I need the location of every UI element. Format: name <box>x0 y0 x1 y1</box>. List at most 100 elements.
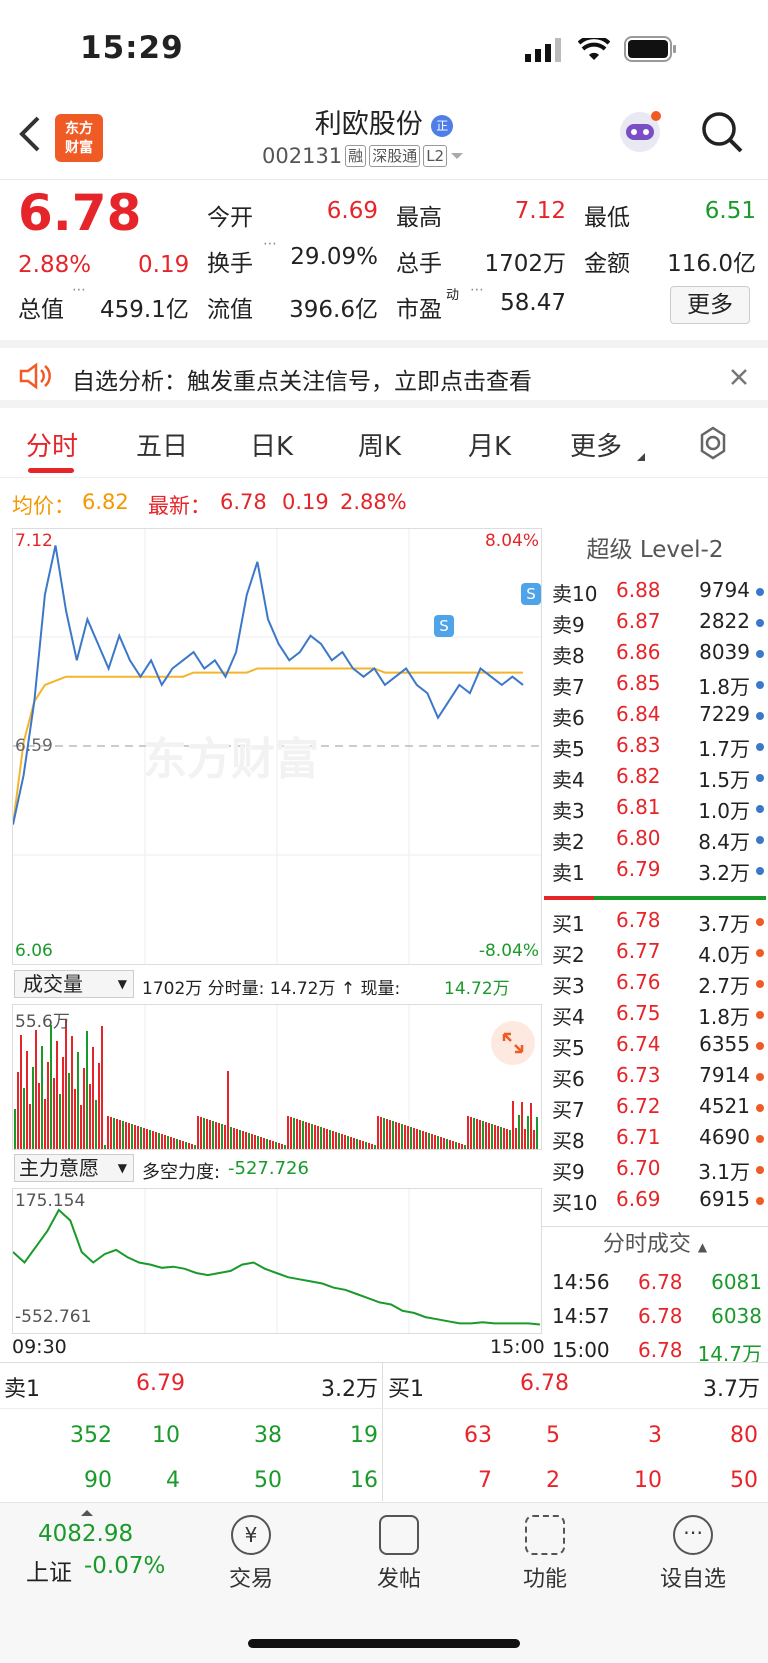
tab-daily[interactable]: 日K <box>250 432 294 462</box>
dot-icon <box>756 867 764 875</box>
buy-level: 买10 <box>552 1191 598 1215</box>
order-queue-cell: 63 <box>464 1423 492 1448</box>
tab-weekly[interactable]: 周K <box>358 432 402 462</box>
index-label[interactable]: 上证 <box>26 1560 72 1586</box>
time-end-label: 15:00 <box>490 1336 545 1358</box>
yen-icon: ¥ <box>231 1515 271 1555</box>
tab-functions[interactable]: 功能 <box>490 1515 600 1593</box>
sell-row[interactable]: 卖5 6.83 1.7万 <box>552 733 768 764</box>
index-value[interactable]: 4082.98 <box>38 1521 134 1547</box>
tab-add-watchlist-label: 设自选 <box>659 1567 726 1592</box>
volume-bar <box>188 1143 190 1149</box>
flow-indicator-select[interactable]: 主力意愿 ▼ <box>14 1154 134 1182</box>
red-divider <box>544 896 594 900</box>
tab-add-watchlist[interactable]: ⋯ 设自选 <box>638 1515 748 1593</box>
tab-post[interactable]: 发帖 <box>344 1515 454 1593</box>
buy-row[interactable]: 买9 6.70 3.1万 <box>552 1156 768 1187</box>
info-icon[interactable]: ⋯ <box>470 282 484 298</box>
tick-time: 14:56 <box>552 1270 610 1294</box>
tick-row: 14:57 6.78 6038 <box>552 1304 768 1335</box>
volume-now: 14.72万 <box>444 979 510 999</box>
battery-icon <box>624 36 676 62</box>
price-chart[interactable]: 东方财富 7.12 6.59 6.06 8.04% -8.04% S S <box>12 528 542 965</box>
volume-bar <box>146 1129 148 1149</box>
sell-row[interactable]: 卖1 6.79 3.2万 <box>552 857 768 888</box>
more-button[interactable]: 更多 <box>670 286 750 324</box>
buy-row[interactable]: 买6 6.73 7914 <box>552 1063 768 1094</box>
volume-bar <box>329 1130 331 1149</box>
search-icon[interactable] <box>700 110 744 154</box>
expand-icon[interactable] <box>491 1021 535 1065</box>
volume-value: 1702万 <box>484 251 566 277</box>
buy-row[interactable]: 买4 6.75 1.8万 <box>552 1001 768 1032</box>
gear-icon[interactable] <box>696 426 730 460</box>
dot-icon <box>756 805 764 813</box>
back-icon[interactable] <box>18 114 42 154</box>
volume-bar <box>479 1120 481 1149</box>
volume-bar <box>77 1052 79 1149</box>
tab-5day[interactable]: 五日 <box>136 432 189 462</box>
tick-price: 6.78 <box>638 1304 683 1328</box>
float-value: 396.6亿 <box>289 297 378 323</box>
volume-bar <box>377 1116 379 1149</box>
signal-banner[interactable]: 自选分析：触发重点关注信号，立即点击查看 <box>0 340 768 408</box>
buy-row[interactable]: 买2 6.77 4.0万 <box>552 939 768 970</box>
info-icon[interactable]: ⋯ <box>263 236 277 252</box>
sell-price: 6.84 <box>616 702 661 726</box>
tab-intraday[interactable]: 分时 <box>26 432 79 462</box>
sell-row[interactable]: 卖2 6.80 8.4万 <box>552 826 768 857</box>
sell-row[interactable]: 卖10 6.88 9794 <box>552 578 768 609</box>
tab-more[interactable]: 更多 <box>570 432 623 462</box>
chevron-down-icon[interactable] <box>450 151 464 161</box>
sell-level: 卖3 <box>552 799 585 823</box>
volume-indicator-select[interactable]: 成交量 ▼ <box>14 970 134 998</box>
volume-bar <box>47 1062 49 1149</box>
volume-bar <box>173 1138 175 1149</box>
main-force-chart[interactable]: 175.154 -552.761 <box>12 1188 542 1334</box>
buy-price: 6.70 <box>616 1156 661 1180</box>
volume-bar <box>101 1026 103 1149</box>
sell-row[interactable]: 卖4 6.82 1.5万 <box>552 764 768 795</box>
sell-row[interactable]: 卖7 6.85 1.8万 <box>552 671 768 702</box>
dot-icon <box>756 743 764 751</box>
sell-signal-marker[interactable]: S <box>521 583 541 605</box>
pe-value: 58.47 <box>500 290 566 316</box>
buy-row[interactable]: 买8 6.71 4690 <box>552 1125 768 1156</box>
eastmoney-logo: 东方 财富 <box>55 114 103 162</box>
volume-bar <box>245 1132 247 1149</box>
sell-signal-marker[interactable]: S <box>434 615 454 637</box>
stock-code-row: 002131 融 深股通 L2 <box>262 144 464 168</box>
buy-row[interactable]: 买5 6.74 6355 <box>552 1032 768 1063</box>
sell-row[interactable]: 卖8 6.86 8039 <box>552 640 768 671</box>
tab-trade[interactable]: ¥ 交易 <box>196 1515 306 1593</box>
volume-bar <box>359 1140 361 1149</box>
volume-chart[interactable]: 55.6万 <box>12 1004 542 1150</box>
volume-bar <box>86 1031 88 1149</box>
volume-bar <box>236 1129 238 1149</box>
buy-row[interactable]: 买1 6.78 3.7万 <box>552 908 768 939</box>
buy-price: 6.71 <box>616 1125 661 1149</box>
sell-row[interactable]: 卖6 6.84 7229 <box>552 702 768 733</box>
volume-bar <box>83 1068 85 1149</box>
sell-row[interactable]: 卖9 6.87 2822 <box>552 609 768 640</box>
high-value: 7.12 <box>514 198 566 224</box>
close-icon[interactable] <box>730 368 748 386</box>
sell-row[interactable]: 卖3 6.81 1.0万 <box>552 795 768 826</box>
info-icon[interactable]: ⋯ <box>72 282 86 298</box>
robot-avatar-icon[interactable] <box>616 108 664 156</box>
volume-bar <box>62 1057 64 1149</box>
flow-chart-svg <box>13 1189 541 1333</box>
price-line <box>13 545 524 825</box>
buy-row[interactable]: 买7 6.72 4521 <box>552 1094 768 1125</box>
tab-monthly[interactable]: 月K <box>468 432 512 462</box>
volume-bar <box>215 1122 217 1149</box>
index-percent[interactable]: -0.07% <box>84 1553 166 1579</box>
ticks-title[interactable]: 分时成交 ▲ <box>542 1226 768 1262</box>
buy-row[interactable]: 买3 6.76 2.7万 <box>552 970 768 1001</box>
active-tab-indicator <box>28 468 74 473</box>
volume-bar <box>299 1120 301 1149</box>
buy-row[interactable]: 买10 6.69 6915 <box>552 1187 768 1218</box>
volume-bar <box>107 1116 109 1149</box>
tag-l2: L2 <box>423 145 448 167</box>
volume-bar <box>416 1129 418 1149</box>
